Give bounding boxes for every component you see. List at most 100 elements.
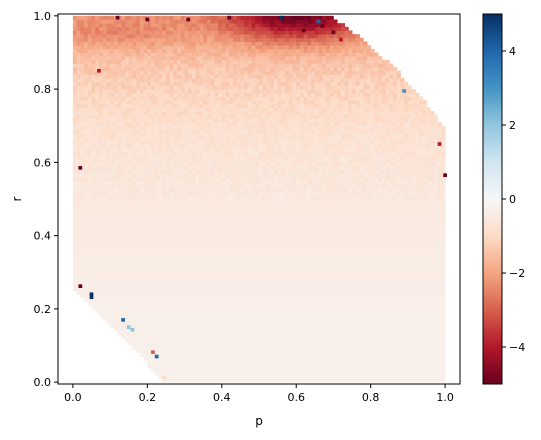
heat-cell [136, 224, 141, 229]
heat-cell [117, 250, 122, 255]
heat-cell [102, 92, 107, 97]
heat-cell [139, 129, 145, 134]
heat-cell [218, 246, 223, 251]
heat-cell [132, 312, 137, 317]
heat-cell [98, 169, 104, 174]
heat-cell [98, 63, 104, 68]
heat-cell [218, 312, 223, 317]
heat-cell [255, 367, 260, 372]
heat-cell [244, 114, 249, 119]
heat-cell [117, 63, 122, 68]
heat-cell [72, 118, 78, 123]
heat-cell [117, 305, 122, 310]
heat-cell [251, 283, 256, 288]
heat-cell [218, 283, 223, 288]
heat-cell [255, 202, 260, 207]
heat-cell [151, 133, 156, 138]
heat-cell [158, 118, 163, 123]
heat-cell [206, 275, 212, 280]
heat-cell [128, 246, 133, 251]
heat-cell [221, 360, 226, 365]
heat-cell [206, 224, 212, 229]
heat-cell [169, 155, 174, 160]
heat-cell [247, 67, 252, 72]
heat-cell [180, 264, 185, 269]
heat-cell [72, 224, 78, 229]
heat-cell [165, 19, 171, 24]
heat-cell [262, 261, 267, 266]
heat-cell [125, 319, 130, 324]
heat-cell [91, 188, 96, 193]
heat-cell [192, 239, 197, 244]
heat-cell [232, 177, 238, 182]
heat-cell [121, 250, 126, 255]
heat-cell [180, 180, 185, 185]
heat-cell [259, 228, 264, 233]
heat-cell [225, 78, 230, 83]
heat-cell [143, 228, 148, 233]
heat-cell [177, 23, 182, 28]
heat-cell [113, 74, 118, 79]
heat-cell [102, 305, 107, 310]
heat-cell [247, 15, 252, 20]
heat-cell [247, 264, 252, 269]
heat-cell [244, 78, 249, 83]
heat-cell [214, 334, 219, 339]
heat-cell [98, 133, 104, 138]
heat-cell [121, 34, 126, 39]
heat-cell [199, 253, 204, 259]
heat-cell [218, 177, 223, 182]
heat-cell [165, 341, 171, 346]
heat-cell [236, 206, 241, 211]
heat-cell [98, 70, 104, 75]
heat-cell [139, 45, 145, 50]
heat-cell [165, 78, 171, 83]
heat-cell [247, 371, 252, 376]
heat-cell [165, 48, 171, 53]
heat-cell [180, 275, 185, 280]
heat-cell [221, 330, 226, 335]
heat-cell [87, 100, 92, 105]
heat-cell [121, 70, 126, 75]
heat-cell [162, 144, 167, 149]
heat-cell [143, 209, 148, 215]
heat-cell [195, 184, 200, 189]
heat-cell [72, 81, 78, 86]
heat-cell [221, 177, 226, 182]
heat-cell [184, 111, 189, 116]
heat-cell [259, 74, 264, 79]
heat-cell [214, 63, 219, 68]
heat-cell [218, 133, 223, 138]
heat-cell [177, 100, 182, 105]
heat-cell [76, 188, 81, 193]
heat-cell [136, 239, 141, 244]
heat-cell [151, 103, 156, 108]
heat-cell [80, 96, 85, 101]
heat-cell [251, 367, 256, 372]
heat-cell [184, 363, 189, 368]
heat-cell [121, 334, 126, 339]
heat-cell [143, 23, 148, 28]
heat-cell [236, 279, 241, 284]
heat-cell [199, 367, 204, 372]
heat-cell [106, 151, 111, 156]
heat-cell [232, 129, 238, 134]
heat-cell [113, 144, 118, 149]
heat-cell [195, 85, 200, 90]
heat-cell [98, 235, 104, 240]
heat-cell [98, 89, 104, 94]
heat-cell [210, 352, 215, 357]
heat-cell [113, 319, 118, 324]
heat-cell [266, 96, 271, 101]
heat-cell [203, 59, 208, 64]
heat-cell [121, 103, 126, 108]
heat-cell [158, 305, 163, 310]
heat-cell [151, 89, 156, 94]
heat-cell [117, 323, 122, 328]
heat-cell [98, 246, 104, 251]
heat-cell [232, 224, 238, 229]
heat-cell [225, 103, 230, 108]
heat-cell [80, 169, 85, 174]
heat-cell [98, 209, 104, 215]
heat-cell [180, 283, 185, 288]
